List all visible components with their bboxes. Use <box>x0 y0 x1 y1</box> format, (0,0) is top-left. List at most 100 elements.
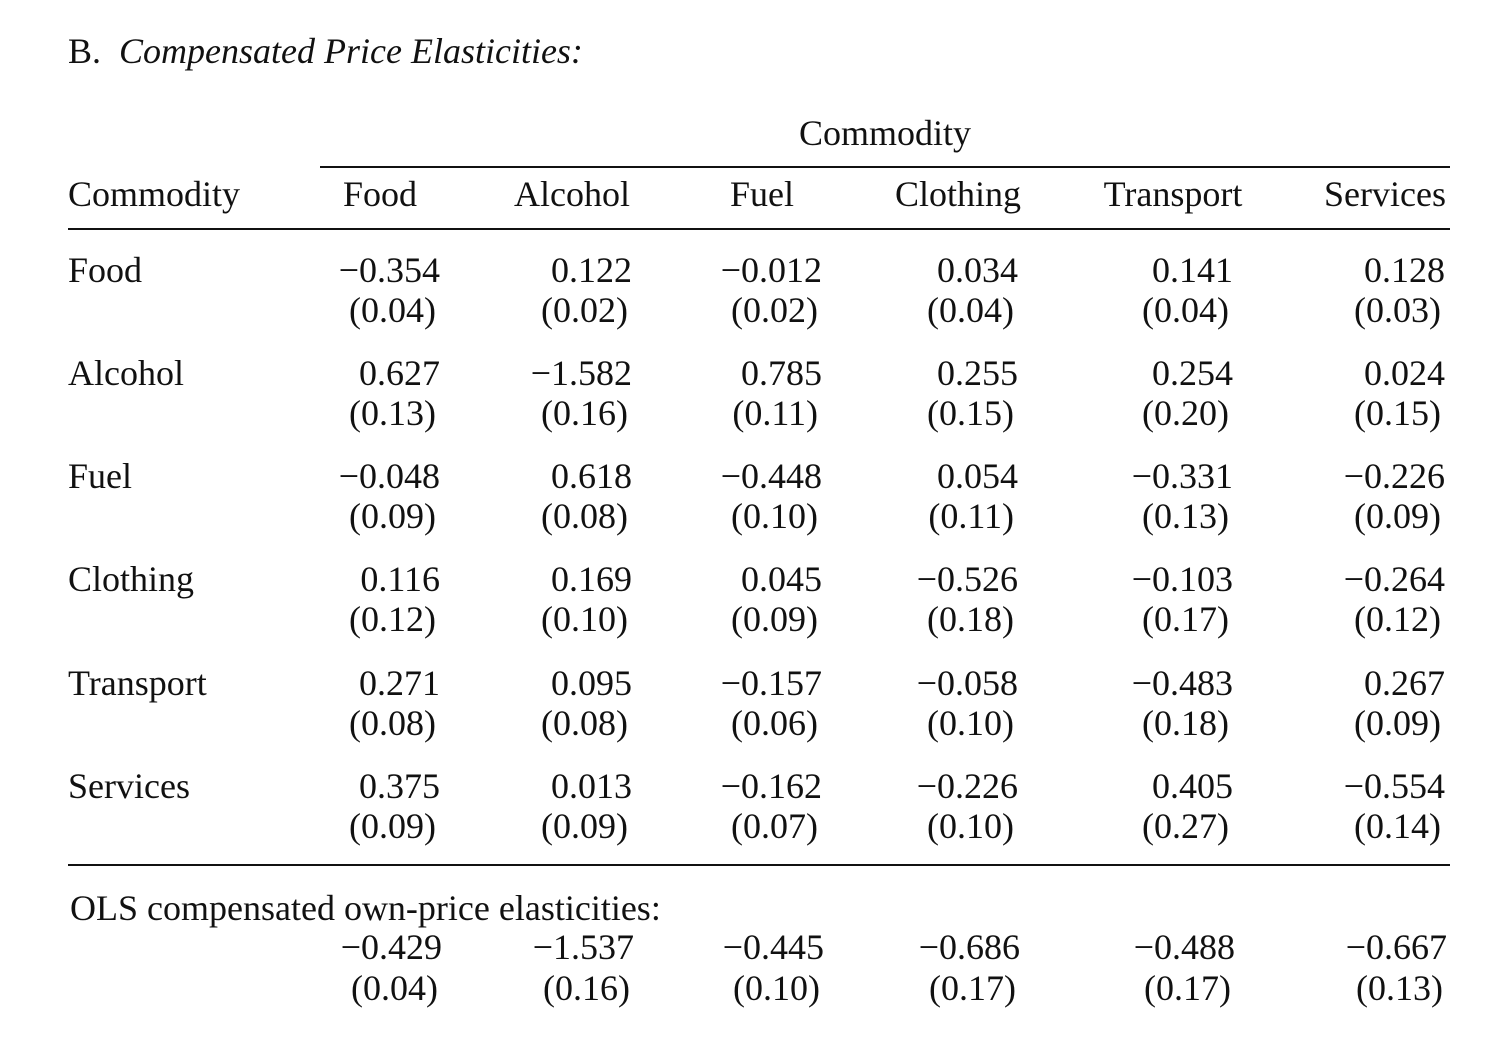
row-label: Fuel <box>68 456 133 496</box>
estimate-cell: −0.526 <box>916 559 1018 599</box>
ols-std-error-cell: (0.17) <box>929 968 1016 1008</box>
std-error-cell: (0.09) <box>731 599 818 639</box>
std-error-cell: (0.15) <box>927 393 1014 433</box>
std-error-cell: (0.10) <box>731 496 818 536</box>
estimate-cell: 0.095 <box>551 663 632 703</box>
estimate-cell: −0.448 <box>720 456 822 496</box>
ols-estimate-cell: −0.445 <box>722 927 824 967</box>
row-label: Clothing <box>68 559 195 599</box>
std-error-cell: (0.02) <box>541 290 628 330</box>
estimate-cell: −0.048 <box>338 456 440 496</box>
estimate-cell: 0.618 <box>551 456 632 496</box>
std-error-cell: (0.10) <box>541 599 628 639</box>
std-error-cell: (0.12) <box>1354 599 1441 639</box>
std-error-cell: (0.08) <box>349 703 436 743</box>
row-label: Alcohol <box>68 353 184 393</box>
std-error-cell: (0.16) <box>541 393 628 433</box>
std-error-cell: (0.08) <box>541 496 628 536</box>
std-error-cell: (0.10) <box>927 806 1014 846</box>
bottom-rule <box>68 864 1450 866</box>
column-header: Alcohol <box>514 174 630 214</box>
std-error-cell: (0.02) <box>731 290 818 330</box>
estimate-cell: −0.162 <box>720 766 822 806</box>
ols-estimate-cell: −1.537 <box>532 927 634 967</box>
column-header: Services <box>1324 174 1446 214</box>
row-label: Transport <box>68 663 207 703</box>
std-error-cell: (0.10) <box>927 703 1014 743</box>
std-error-cell: (0.18) <box>927 599 1014 639</box>
spanner-rule <box>320 166 1450 168</box>
column-header: Food <box>342 174 418 214</box>
estimate-cell: 0.122 <box>551 250 632 290</box>
estimate-cell: 0.054 <box>937 456 1018 496</box>
ols-estimate-cell: −0.686 <box>918 927 1020 967</box>
std-error-cell: (0.06) <box>731 703 818 743</box>
estimate-cell: 0.013 <box>551 766 632 806</box>
estimate-cell: 0.271 <box>359 663 440 703</box>
estimate-cell: 0.169 <box>551 559 632 599</box>
ols-std-error-cell: (0.13) <box>1356 968 1443 1008</box>
estimate-cell: 0.141 <box>1152 250 1233 290</box>
row-label: Food <box>68 250 143 290</box>
estimate-cell: −1.582 <box>530 353 632 393</box>
column-header: Clothing <box>894 174 1022 214</box>
std-error-cell: (0.08) <box>541 703 628 743</box>
std-error-cell: (0.09) <box>541 806 628 846</box>
row-header: Commodity <box>68 174 241 214</box>
estimate-cell: −0.157 <box>720 663 822 703</box>
std-error-cell: (0.18) <box>1142 703 1229 743</box>
ols-label: OLS compensated own-price elasticities: <box>70 888 661 928</box>
std-error-cell: (0.20) <box>1142 393 1229 433</box>
header-rule <box>68 228 1450 230</box>
std-error-cell: (0.15) <box>1354 393 1441 433</box>
section-title: Compensated Price Elasticities: <box>119 31 583 71</box>
std-error-cell: (0.14) <box>1354 806 1441 846</box>
std-error-cell: (0.09) <box>1354 703 1441 743</box>
estimate-cell: 0.024 <box>1364 353 1445 393</box>
ols-estimate-cell: −0.429 <box>340 927 442 967</box>
std-error-cell: (0.11) <box>928 496 1014 536</box>
estimate-cell: −0.331 <box>1131 456 1233 496</box>
estimate-cell: 0.034 <box>937 250 1018 290</box>
section-label: B. <box>68 31 102 71</box>
column-spanner-header: Commodity <box>798 113 972 153</box>
std-error-cell: (0.11) <box>732 393 818 433</box>
estimate-cell: 0.375 <box>359 766 440 806</box>
std-error-cell: (0.04) <box>1142 290 1229 330</box>
std-error-cell: (0.09) <box>349 806 436 846</box>
estimate-cell: −0.264 <box>1343 559 1445 599</box>
estimate-cell: −0.226 <box>916 766 1018 806</box>
ols-std-error-cell: (0.17) <box>1144 968 1231 1008</box>
std-error-cell: (0.27) <box>1142 806 1229 846</box>
column-header: Fuel <box>729 174 794 214</box>
std-error-cell: (0.03) <box>1354 290 1441 330</box>
estimate-cell: 0.627 <box>359 353 440 393</box>
estimate-cell: 0.045 <box>741 559 822 599</box>
estimate-cell: −0.103 <box>1131 559 1233 599</box>
estimate-cell: −0.354 <box>338 250 440 290</box>
estimate-cell: −0.012 <box>720 250 822 290</box>
std-error-cell: (0.09) <box>1354 496 1441 536</box>
estimate-cell: −0.058 <box>916 663 1018 703</box>
std-error-cell: (0.04) <box>927 290 1014 330</box>
estimate-cell: 0.254 <box>1152 353 1233 393</box>
estimate-cell: 0.405 <box>1152 766 1233 806</box>
std-error-cell: (0.12) <box>349 599 436 639</box>
column-header-row: Commodity Food Alcohol Fuel Clothing Transpo… <box>0 172 1510 216</box>
estimate-cell: 0.128 <box>1364 250 1445 290</box>
estimate-cell: −0.483 <box>1131 663 1233 703</box>
estimate-cell: −0.226 <box>1343 456 1445 496</box>
ols-std-error-cell: (0.16) <box>543 968 630 1008</box>
std-error-cell: (0.04) <box>349 290 436 330</box>
std-error-cell: (0.09) <box>349 496 436 536</box>
std-error-cell: (0.13) <box>349 393 436 433</box>
std-error-cell: (0.13) <box>1142 496 1229 536</box>
table-title: B. Compensated Price Elasticities: <box>68 30 583 72</box>
ols-std-error-cell: (0.10) <box>733 968 820 1008</box>
estimate-cell: 0.785 <box>741 353 822 393</box>
ols-std-error-cell: (0.04) <box>351 968 438 1008</box>
estimate-cell: 0.267 <box>1364 663 1445 703</box>
estimate-cell: −0.554 <box>1343 766 1445 806</box>
std-error-cell: (0.17) <box>1142 599 1229 639</box>
row-label: Services <box>68 766 190 806</box>
